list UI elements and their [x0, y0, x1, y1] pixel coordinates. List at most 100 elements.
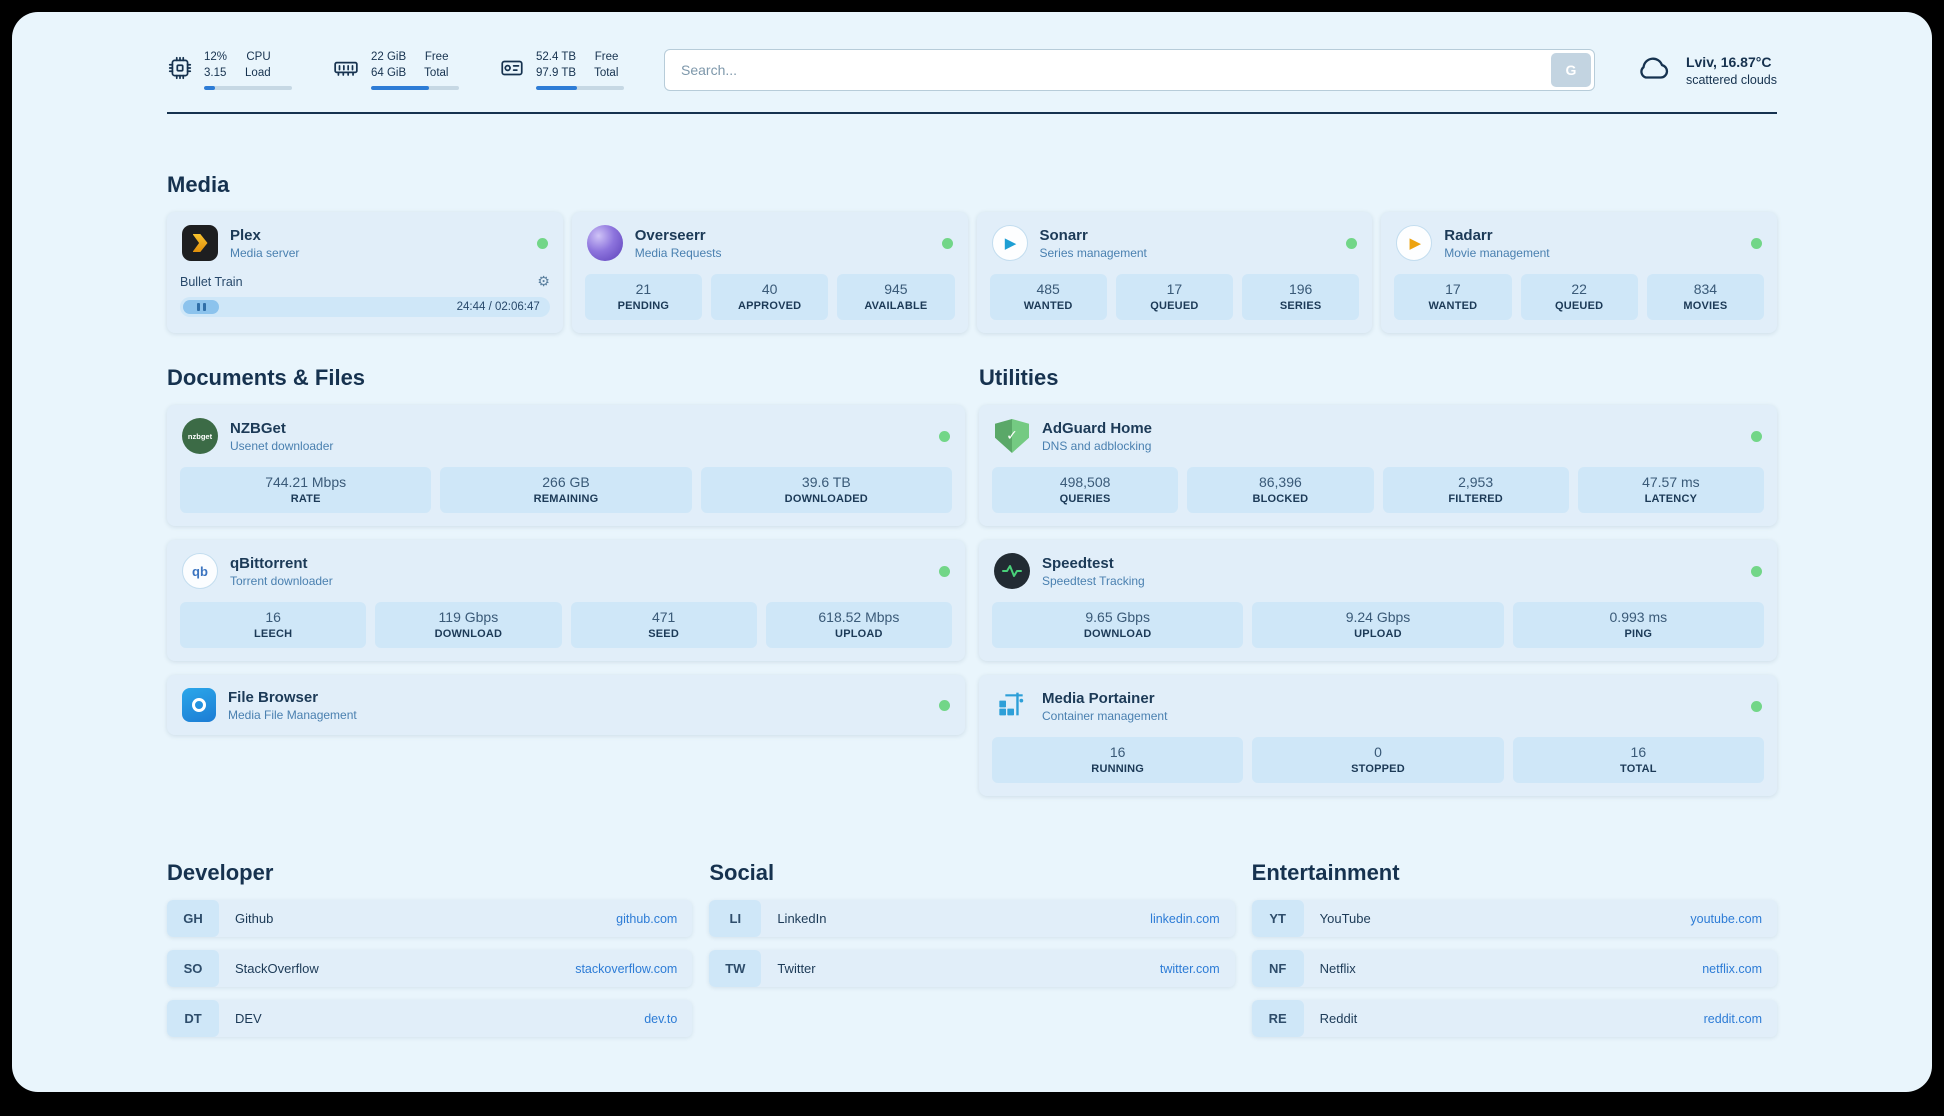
app-subtitle: Usenet downloader [230, 438, 334, 453]
app-subtitle: DNS and adblocking [1042, 438, 1152, 453]
bookmark-youtube[interactable]: YT YouTube youtube.com [1251, 900, 1777, 937]
bookmark-url[interactable]: linkedin.com [1150, 911, 1220, 926]
bookmark-abbr: GH [167, 900, 219, 937]
stat-box: 196 SERIES [1242, 274, 1360, 320]
pause-button[interactable] [183, 300, 219, 314]
cpu-widget: 12% 3.15 CPU Load [167, 50, 292, 91]
bookmark-abbr: SO [167, 950, 219, 987]
bookmark-abbr: YT [1251, 900, 1304, 937]
app-subtitle: Torrent downloader [230, 573, 333, 588]
bookmark-url[interactable]: github.com [616, 911, 678, 926]
app-card-nzbget[interactable]: nzbget NZBGet Usenet downloader 744.21 M… [167, 405, 965, 526]
playback-time: 24:44 / 02:06:47 [456, 301, 540, 313]
memory-widget: 22 GiB 64 GiB Free Total [332, 50, 459, 91]
bookmark-abbr: NF [1251, 950, 1304, 987]
speedtest-icon [994, 553, 1030, 589]
plex-icon [182, 225, 218, 261]
disk-widget: 52.4 TB 97.9 TB Free Total [499, 50, 624, 91]
bookmark-linkedin[interactable]: LI LinkedIn linkedin.com [709, 900, 1235, 937]
bookmark-dev[interactable]: DT DEV dev.to [167, 1000, 693, 1037]
app-title: AdGuard Home [1042, 419, 1153, 437]
bookmark-reddit[interactable]: RE Reddit reddit.com [1251, 1000, 1777, 1037]
app-subtitle: Series management [1039, 245, 1147, 260]
playback-progress-bar[interactable]: 24:44 / 02:06:47 [180, 297, 550, 317]
stat-box: 119 Gbps DOWNLOAD [375, 602, 562, 648]
bookmark-name: Reddit [1319, 1011, 1358, 1026]
disk-icon [499, 55, 525, 86]
bookmark-url[interactable]: reddit.com [1703, 1011, 1762, 1026]
bookmark-stackoverflow[interactable]: SO StackOverflow stackoverflow.com [167, 950, 693, 987]
weather-condition: scattered clouds [1685, 72, 1777, 87]
status-dot [939, 565, 950, 577]
plex-now-playing: Bullet Train ⚙ 24:44 / 02:06:47 [167, 274, 563, 330]
app-card-portainer[interactable]: Media Portainer Container management 16 … [979, 675, 1777, 796]
radarr-icon: ▶ [1396, 225, 1433, 261]
app-card-adguard[interactable]: ✓ AdGuard Home DNS and adblocking 498,50… [979, 405, 1777, 526]
qbittorrent-icon: qb [182, 553, 218, 589]
bookmark-twitter[interactable]: TW Twitter twitter.com [709, 950, 1235, 987]
section-documents: Documents & Files nzbget NZBGet Usenet d… [167, 365, 965, 796]
app-title: Plex [230, 226, 261, 244]
stat-box: 945 AVAILABLE [837, 274, 955, 320]
app-card-radarr[interactable]: ▶ Radarr Movie management 17 WANTED 22 Q… [1381, 212, 1777, 333]
memory-total-label: Total [424, 66, 449, 79]
app-subtitle: Speedtest Tracking [1042, 573, 1145, 588]
memory-free-value: 22 GiB [371, 50, 407, 63]
sonarr-icon: ▶ [991, 225, 1028, 261]
portainer-icon [994, 688, 1030, 724]
disk-total-label: Total [594, 66, 619, 79]
status-dot [941, 237, 953, 249]
bookmark-url[interactable]: stackoverflow.com [575, 961, 678, 976]
bookmark-name: DEV [235, 1011, 262, 1026]
app-card-plex[interactable]: Plex Media server Bullet Train ⚙ 24:44 /… [167, 212, 563, 333]
section-title-utilities: Utilities [979, 365, 1059, 390]
stat-box: 16 RUNNING [992, 737, 1244, 783]
app-card-overseerr[interactable]: Overseerr Media Requests 21 PENDING 40 A… [571, 212, 968, 333]
dashboard-page: 12% 3.15 CPU Load [12, 12, 1932, 1092]
app-subtitle: Container management [1042, 708, 1168, 723]
bookmark-github[interactable]: GH Github github.com [167, 900, 693, 937]
topbar: 12% 3.15 CPU Load [167, 42, 1777, 98]
app-card-qbittorrent[interactable]: qb qBittorrent Torrent downloader 16 LEE… [167, 540, 965, 661]
settings-gear-icon[interactable]: ⚙ [537, 274, 550, 290]
bookmark-name: YouTube [1319, 911, 1371, 926]
app-card-filebrowser[interactable]: File Browser Media File Management [167, 675, 965, 735]
bookmark-netflix[interactable]: NF Netflix netflix.com [1251, 950, 1777, 987]
app-title: File Browser [228, 688, 319, 706]
stat-box: 39.6 TB DOWNLOADED [700, 467, 952, 513]
cpu-load-value: 3.15 [204, 66, 227, 79]
disk-usage-bar [536, 86, 624, 91]
adguard-icon: ✓ [994, 418, 1030, 454]
app-subtitle: Media server [230, 245, 300, 260]
bookmark-abbr: DT [167, 1000, 219, 1037]
status-dot [939, 699, 950, 711]
stat-box: 485 WANTED [989, 274, 1107, 320]
disk-free-label: Free [594, 50, 619, 63]
section-developer: Developer GH Github github.com SO StackO… [167, 860, 693, 1037]
overseerr-icon [586, 225, 623, 261]
status-dot [1751, 237, 1762, 249]
memory-icon [332, 55, 360, 86]
app-title: Media Portainer [1042, 689, 1155, 707]
bookmark-url[interactable]: twitter.com [1159, 961, 1220, 976]
stat-box: 498,508 QUERIES [992, 467, 1179, 513]
bookmark-url[interactable]: netflix.com [1702, 961, 1762, 976]
search-engine-button[interactable]: G [1550, 53, 1591, 87]
stat-box: 16 LEECH [180, 602, 367, 648]
stat-box: 40 APPROVED [711, 274, 829, 320]
app-card-speedtest[interactable]: Speedtest Speedtest Tracking 9.65 Gbps D… [979, 540, 1777, 661]
app-card-sonarr[interactable]: ▶ Sonarr Series management 485 WANTED 17… [976, 212, 1373, 333]
bookmark-url[interactable]: youtube.com [1690, 911, 1762, 926]
bookmark-url[interactable]: dev.to [644, 1011, 678, 1026]
cpu-usage-bar [204, 86, 292, 91]
section-title-documents: Documents & Files [167, 365, 366, 390]
search-bar: G [664, 49, 1595, 91]
stat-box: 0 STOPPED [1252, 737, 1504, 783]
status-dot [1751, 565, 1762, 577]
search-input[interactable] [664, 49, 1595, 91]
section-utilities: Utilities ✓ AdGuard Home DNS and adblock… [979, 365, 1777, 796]
topbar-divider [167, 112, 1777, 114]
app-subtitle: Movie management [1444, 245, 1550, 260]
stat-box: 21 PENDING [584, 274, 702, 320]
stat-box: 0.993 ms PING [1512, 602, 1764, 648]
